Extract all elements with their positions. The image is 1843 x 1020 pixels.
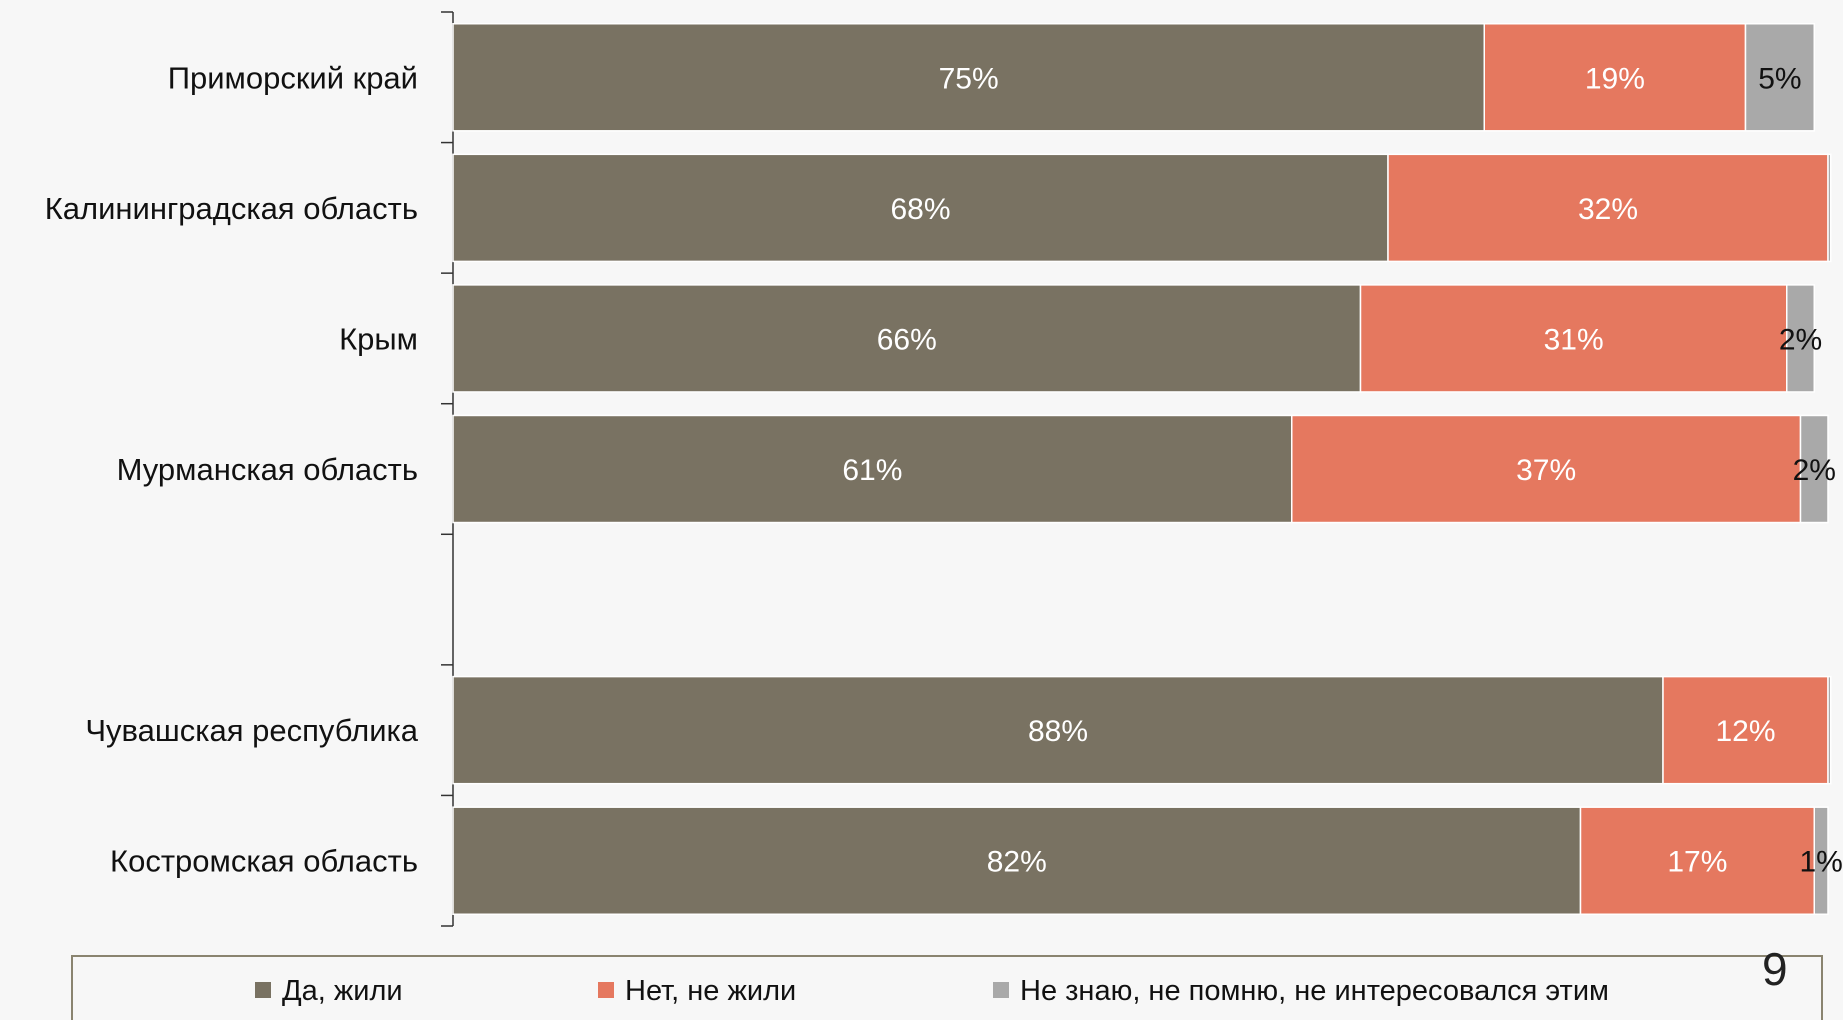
- data-label: 32%: [1578, 193, 1638, 226]
- bar-segment: [1799, 414, 1829, 524]
- data-label: 2%: [1779, 323, 1822, 356]
- category-label: Костромская область: [110, 844, 418, 879]
- bar-segment: [1827, 153, 1832, 263]
- bar-segment: [1827, 675, 1832, 785]
- category-label: Мурманская область: [117, 452, 418, 487]
- bar-segment: [452, 284, 1362, 393]
- data-label: 12%: [1715, 715, 1775, 748]
- legend-swatch: [993, 982, 1009, 998]
- data-label: 17%: [1667, 846, 1727, 879]
- bar-segment: [1291, 414, 1802, 524]
- data-label: 68%: [890, 193, 950, 226]
- data-label: 5%: [1758, 62, 1801, 95]
- data-label: 31%: [1544, 323, 1604, 356]
- category-axis: [441, 11, 454, 927]
- bar-segment: [1786, 284, 1815, 393]
- category-label: Чувашская республика: [85, 713, 418, 748]
- data-label: 88%: [1028, 715, 1088, 748]
- legend-label: Нет, не жили: [625, 975, 796, 1007]
- data-label: 61%: [842, 454, 902, 487]
- data-label: 19%: [1585, 62, 1645, 95]
- bar-group: [452, 23, 1832, 915]
- legend-swatch: [255, 982, 271, 998]
- bar-segment: [1813, 806, 1829, 915]
- data-label: 66%: [877, 323, 937, 356]
- bar-segment: [1359, 284, 1788, 393]
- legend-box: [71, 955, 1823, 1020]
- bar-segment: [1387, 153, 1829, 263]
- bar-segment: [1579, 806, 1815, 915]
- category-label: Крым: [339, 321, 418, 356]
- bar-segment: [1662, 675, 1829, 785]
- bar-segment: [452, 414, 1293, 524]
- legend-swatch: [598, 982, 614, 998]
- data-label: 75%: [939, 62, 999, 95]
- bar-segment: [1744, 23, 1815, 132]
- data-label: 37%: [1516, 454, 1576, 487]
- bar-segment: [452, 153, 1389, 263]
- data-label: 1%: [1799, 846, 1842, 879]
- bar-segment: [1483, 23, 1747, 132]
- legend-label: Не знаю, не помню, не интересовался этим: [1020, 975, 1609, 1007]
- data-label: 82%: [987, 846, 1047, 879]
- category-label: Калининградская область: [45, 191, 418, 226]
- legend: Да, жили Нет, не жили Не знаю, не помню, н…: [71, 955, 1823, 1020]
- legend-label: Да, жили: [282, 975, 403, 1007]
- category-label: Приморский край: [168, 60, 418, 95]
- data-label: 2%: [1793, 454, 1836, 487]
- bar-segment: [452, 806, 1582, 915]
- label-group: Приморский край 75% 19% 5% Калининградская о…: [45, 60, 1843, 878]
- page-number: 9: [1762, 943, 1788, 995]
